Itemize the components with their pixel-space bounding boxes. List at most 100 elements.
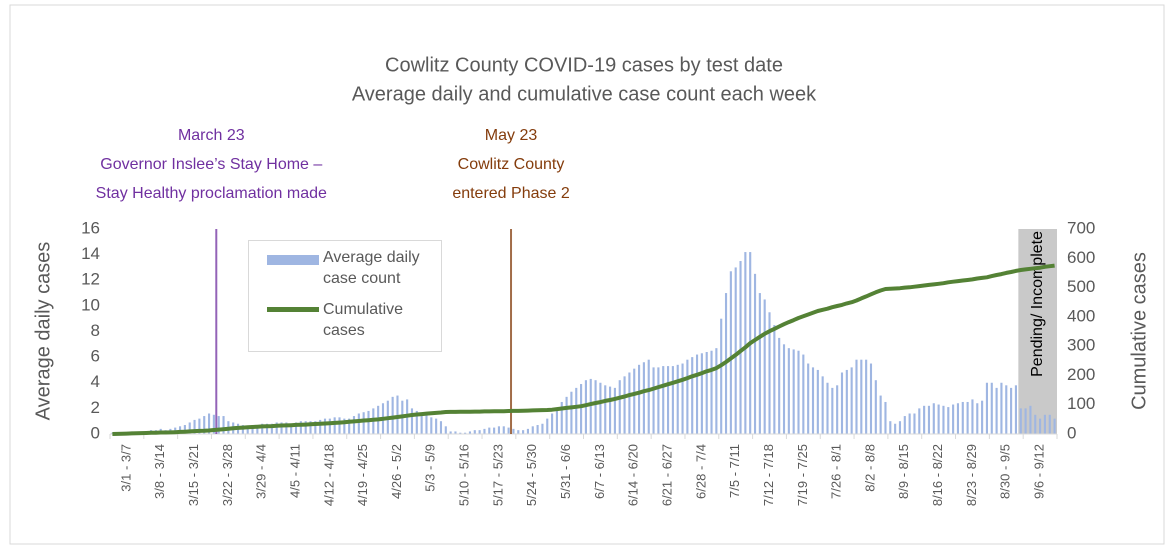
- bar: [580, 384, 583, 434]
- bar: [816, 369, 819, 434]
- annotation-text: entered Phase 2: [452, 185, 570, 202]
- bar: [836, 385, 839, 434]
- bar: [183, 425, 186, 434]
- bar: [966, 401, 969, 434]
- annotation-text: Stay Healthy proclamation made: [96, 185, 327, 202]
- pending-region: [1018, 229, 1057, 434]
- cumulative-line: [112, 263, 1055, 436]
- y-axis-title: Average daily cases: [32, 242, 54, 421]
- bar: [807, 363, 810, 434]
- bar: [256, 425, 259, 434]
- bar: [362, 412, 365, 434]
- bar: [415, 410, 418, 434]
- bar: [396, 395, 399, 434]
- bar: [903, 416, 906, 434]
- bar: [898, 421, 902, 434]
- bar: [990, 382, 993, 434]
- bar: [517, 430, 520, 434]
- bar: [507, 427, 510, 434]
- bar: [662, 366, 665, 434]
- bar: [338, 417, 341, 434]
- bar: [700, 353, 703, 434]
- bar: [657, 367, 660, 434]
- bar: [217, 416, 220, 434]
- bar: [638, 364, 641, 434]
- bar: [918, 408, 921, 434]
- x-tick-label: 6/21 - 6/27: [659, 444, 674, 506]
- y-tick-label: 2: [91, 398, 100, 417]
- bar: [319, 419, 322, 434]
- bar: [348, 418, 351, 434]
- bar: [444, 426, 447, 434]
- y-tick-label: 10: [81, 295, 100, 314]
- bar: [628, 372, 631, 434]
- bar: [420, 413, 423, 434]
- bar: [811, 367, 815, 434]
- bar: [551, 413, 554, 434]
- bar: [435, 418, 438, 434]
- x-tick-label: 4/5 - 4/11: [287, 444, 302, 498]
- bar: [884, 401, 887, 434]
- x-tick-label: 7/5 - 7/11: [727, 444, 742, 498]
- bar: [483, 428, 486, 434]
- y2-axis-title: Cumulative cases: [1128, 252, 1150, 410]
- bar: [265, 423, 269, 434]
- bar: [681, 363, 684, 434]
- bar: [439, 421, 443, 434]
- bar: [985, 382, 989, 434]
- bar: [720, 318, 723, 434]
- bar: [821, 376, 824, 434]
- bar: [604, 385, 607, 434]
- x-tick-label: 8/16 - 8/22: [930, 444, 945, 506]
- bar: [430, 417, 433, 434]
- x-tick-label: 3/15 - 3/21: [186, 444, 201, 506]
- y2-tick-label: 700: [1067, 218, 1095, 237]
- bar: [686, 359, 689, 434]
- x-tick-label: 5/17 - 5/23: [490, 444, 505, 506]
- bar: [609, 386, 612, 434]
- bar: [270, 423, 273, 434]
- bar: [1043, 414, 1046, 434]
- bar: [652, 367, 655, 434]
- y-tick-label: 14: [81, 244, 100, 263]
- bar: [560, 401, 563, 434]
- x-tick-label: 5/3 - 5/9: [423, 444, 438, 492]
- bar: [1024, 408, 1027, 434]
- bar: [932, 403, 935, 434]
- bar: [855, 359, 858, 434]
- legend-label: Cumulative cases: [323, 301, 404, 339]
- bar: [454, 431, 457, 434]
- bar: [478, 430, 481, 434]
- bar: [1029, 405, 1032, 434]
- bar: [860, 359, 863, 434]
- bar: [729, 271, 732, 434]
- legend: Average daily case count Cumulative case…: [248, 240, 442, 352]
- bar: [449, 431, 452, 434]
- bar: [464, 432, 467, 434]
- bar: [937, 404, 940, 434]
- bar: [971, 399, 974, 434]
- bar: [995, 387, 998, 434]
- bar: [526, 428, 529, 434]
- bar: [323, 418, 327, 434]
- bar: [246, 426, 249, 434]
- legend-swatch-line: [267, 307, 319, 312]
- x-tick-label: 6/28 - 7/4: [693, 444, 708, 499]
- x-tick-label: 6/7 - 6/13: [592, 444, 607, 499]
- bar: [1014, 385, 1017, 434]
- x-tick-label: 7/26 - 8/1: [829, 444, 844, 499]
- chart-subtitle: Average daily and cumulative case count …: [352, 83, 817, 105]
- bar: [502, 426, 505, 434]
- bar: [802, 354, 805, 434]
- bar: [575, 387, 578, 434]
- annotation-text: Cowlitz County: [458, 156, 565, 173]
- bar: [1053, 418, 1056, 434]
- y-tick-label: 8: [91, 321, 100, 340]
- bar: [923, 405, 926, 434]
- bar: [203, 416, 206, 434]
- bar: [961, 401, 964, 434]
- chart-title: Cowlitz County COVID-19 cases by test da…: [385, 54, 783, 76]
- x-tick-label: 3/1 - 3/7: [118, 444, 133, 492]
- bar: [251, 425, 254, 434]
